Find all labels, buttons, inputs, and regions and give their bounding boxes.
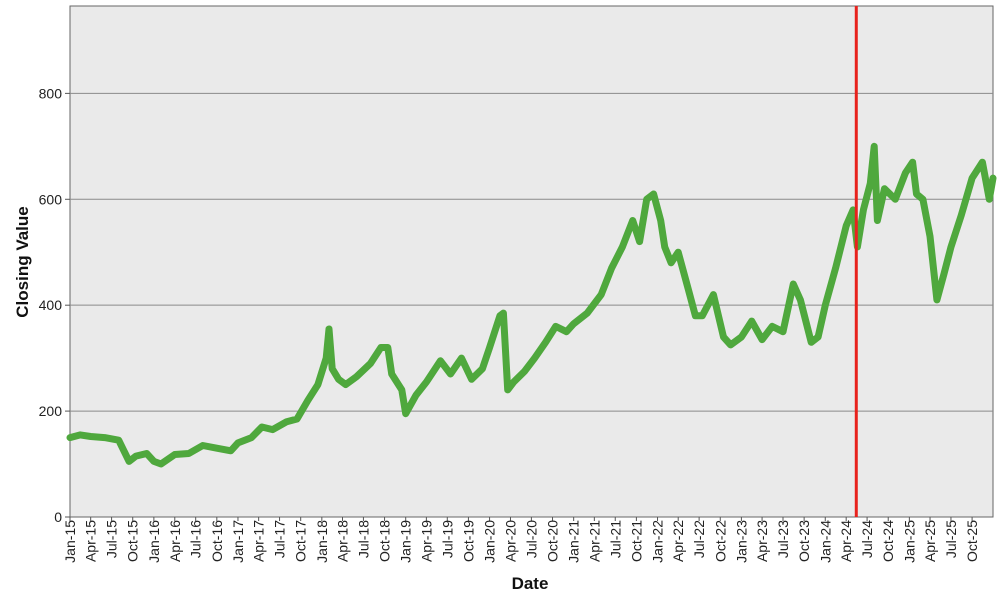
x-tick-label: Oct-16	[209, 520, 225, 562]
x-tick-label: Oct-18	[377, 520, 393, 562]
x-tick-label: Apr-24	[838, 520, 854, 562]
x-tick-label: Jan-25	[901, 520, 917, 563]
x-tick-label: Oct-24	[880, 520, 896, 562]
x-tick-label: Apr-16	[167, 520, 183, 562]
x-tick-label: Apr-17	[251, 520, 267, 562]
x-tick-label: Apr-19	[418, 520, 434, 562]
x-tick-label: Apr-15	[83, 520, 99, 562]
x-tick-label: Jul-16	[188, 520, 204, 558]
y-tick-label: 0	[54, 509, 62, 525]
x-axis-title: Date	[512, 574, 549, 593]
x-tick-label: Apr-22	[670, 520, 686, 562]
x-tick-label: Jul-18	[355, 520, 371, 558]
x-tick-label: Jul-21	[607, 520, 623, 558]
y-axis-ticks: 0 200 400 600 800	[39, 85, 70, 525]
series-line	[66, 142, 997, 468]
x-tick-label: Oct-20	[545, 520, 561, 562]
x-axis-ticks: Jan-15 Apr-15 Jul-15 Oct-15 Jan-16 Apr-16 Jul-…	[62, 517, 980, 563]
plot-area	[69, 5, 994, 518]
series-group	[66, 142, 997, 468]
x-tick-label: Oct-17	[293, 520, 309, 562]
x-tick-label: Jul-22	[691, 520, 707, 558]
x-tick-label: Jan-15	[62, 520, 78, 563]
x-tick-label: Oct-22	[712, 520, 728, 562]
y-tick-label: 600	[39, 191, 63, 207]
y-tick-label: 200	[39, 403, 63, 419]
x-tick-label: Jul-24	[859, 520, 875, 558]
x-tick-label: Jan-22	[650, 520, 666, 563]
x-tick-label: Apr-21	[586, 520, 602, 562]
x-tick-label: Jul-25	[943, 520, 959, 558]
x-tick-label: Jan-23	[733, 520, 749, 563]
x-tick-label: Apr-20	[502, 520, 518, 562]
x-tick-label: Oct-23	[796, 520, 812, 562]
x-tick-label: Jan-20	[482, 520, 498, 563]
x-tick-label: Jul-17	[272, 520, 288, 558]
x-tick-label: Jan-24	[817, 520, 833, 563]
y-tick-label: 800	[39, 85, 63, 101]
x-tick-label: Jul-19	[439, 520, 455, 558]
y-tick-label: 400	[39, 297, 63, 313]
x-tick-label: Jul-15	[104, 520, 120, 558]
grid-lines	[70, 92, 993, 412]
x-tick-label: Jan-21	[566, 520, 582, 563]
x-tick-label: Jan-17	[230, 520, 246, 563]
x-tick-label: Jul-20	[523, 520, 539, 558]
x-tick-label: Jan-19	[398, 520, 414, 563]
x-tick-label: Oct-15	[125, 520, 141, 562]
x-tick-label: Jan-16	[146, 520, 162, 563]
y-axis-title: Closing Value	[13, 206, 32, 317]
x-tick-label: Jul-23	[775, 520, 791, 558]
x-tick-label: Apr-23	[754, 520, 770, 562]
x-tick-label: Oct-19	[460, 520, 476, 562]
x-tick-label: Jan-18	[314, 520, 330, 563]
x-tick-label: Oct-25	[964, 520, 980, 562]
x-tick-label: Apr-25	[922, 520, 938, 562]
x-tick-label: Apr-18	[335, 520, 351, 562]
x-tick-label: Oct-21	[628, 520, 644, 562]
